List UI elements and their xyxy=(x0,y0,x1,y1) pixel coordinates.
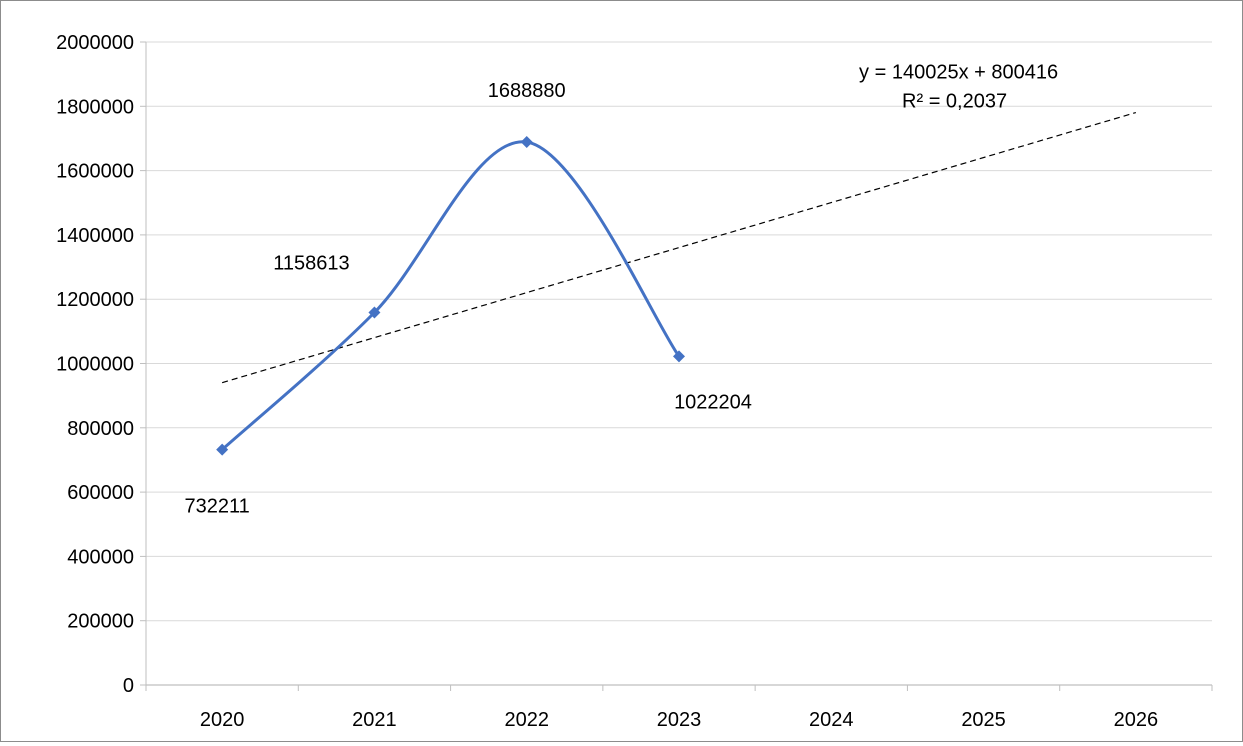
data-label: 732211 xyxy=(185,496,250,518)
trendline-equation: y = 140025x + 800416 xyxy=(859,62,1058,84)
x-tick-label: 2020 xyxy=(200,709,245,731)
x-tick-label: 2025 xyxy=(961,709,1006,731)
trendline-layer xyxy=(221,111,1137,384)
x-tick-label: 2026 xyxy=(1114,709,1159,731)
data-point-marker xyxy=(520,136,533,149)
y-tick-label: 800000 xyxy=(67,418,134,440)
series-line xyxy=(220,140,681,452)
y-tick-label: 0 xyxy=(123,675,134,697)
data-point-marker xyxy=(368,306,381,319)
y-tick-label: 1400000 xyxy=(56,225,134,247)
y-tick-label: 1200000 xyxy=(56,289,134,311)
y-tick-label: 1800000 xyxy=(56,96,134,118)
series-layer xyxy=(216,136,685,456)
data-label: 1158613 xyxy=(273,253,349,275)
y-tick-label: 400000 xyxy=(67,546,134,568)
y-tick-label: 2000000 xyxy=(56,32,134,54)
data-label: 1688880 xyxy=(488,80,566,102)
trendline-r2: R² = 0,2037 xyxy=(902,91,1007,113)
y-tick-label: 200000 xyxy=(67,611,134,633)
x-tick-label: 2024 xyxy=(809,709,854,731)
labels-layer: y = 140025x + 800416 R² = 0,2037 732211 115… xyxy=(185,62,1059,518)
x-tick-label: 2021 xyxy=(352,709,397,731)
data-point-marker xyxy=(673,350,685,363)
y-tick-label: 1000000 xyxy=(56,354,134,376)
x-tick-label: 2022 xyxy=(504,709,549,731)
axes: 0 200000 400000 600000 800000 1000000 1200000 1… xyxy=(56,32,1213,731)
y-tick-label: 600000 xyxy=(67,482,134,504)
gridlines xyxy=(146,41,1212,622)
x-tick-label: 2023 xyxy=(657,709,702,731)
data-label: 1022204 xyxy=(674,391,752,413)
y-tick-label: 1600000 xyxy=(56,161,134,183)
data-point-marker xyxy=(216,443,229,456)
trendline xyxy=(221,111,1137,384)
